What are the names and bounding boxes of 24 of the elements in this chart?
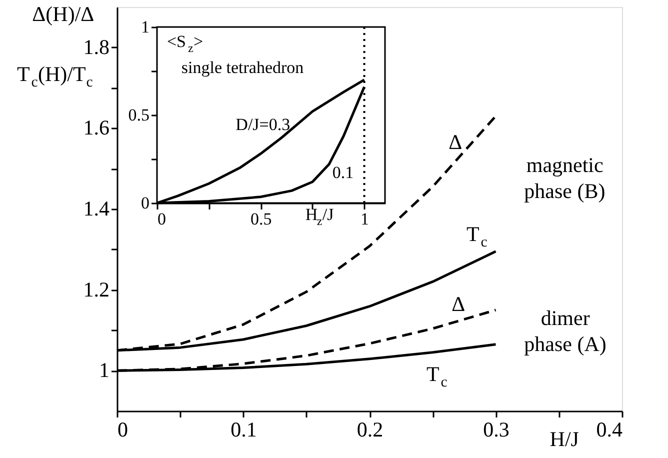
x-tick-label: 0.5 [250, 210, 272, 228]
annotation: magnetic phase (B) [524, 152, 606, 204]
y-tick-label: 1 [141, 18, 150, 36]
annotation: Δ [448, 130, 462, 154]
y-tick-label: 1.4 [83, 196, 110, 220]
y-tick-label: 1 [99, 358, 110, 382]
y-tick-label: 0.5 [128, 106, 150, 124]
y-tick-label: 0 [141, 194, 150, 212]
annotation: D/J=0.3 [236, 115, 290, 134]
annotation: Δ [452, 292, 466, 316]
x-axis-title: H/J [550, 427, 579, 451]
x-tick-label: 0.2 [356, 418, 384, 442]
x-tick-label: 0 [158, 210, 166, 228]
text: single tetrahedron [181, 58, 304, 77]
x-tick-label: 0.4 [596, 418, 623, 442]
x-tick-label: 0.1 [230, 418, 257, 442]
x-tick-label: 0 [118, 418, 128, 442]
annotation: dimer phase (A) [524, 306, 606, 356]
y-tick-label: 1.8 [83, 34, 110, 59]
y-tick-label: 1.2 [83, 277, 110, 302]
x-tick-label: 1 [360, 210, 370, 228]
y-tick-label: 1.6 [83, 116, 110, 140]
annotation: 0.1 [332, 163, 354, 182]
x-tick-label: 0.3 [483, 418, 510, 442]
